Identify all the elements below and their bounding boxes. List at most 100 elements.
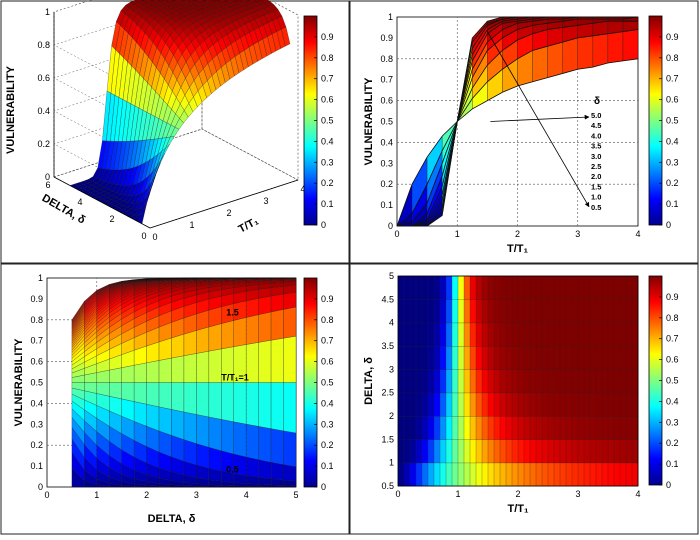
delta-tick-tl: 2	[109, 214, 114, 224]
heatmap-cell	[494, 276, 500, 300]
heatmap-cell	[566, 369, 572, 393]
heatmap-cell	[476, 299, 482, 323]
heatmap-cell	[458, 416, 464, 440]
y-tick-br: 2.5	[381, 388, 394, 398]
band-cell-tr	[548, 42, 563, 78]
y-tick-br: 3	[389, 364, 394, 374]
y-tick-br: 2	[389, 411, 394, 421]
heatmap-cell	[590, 369, 596, 393]
heatmap-cell	[422, 463, 428, 487]
y-tick-br: 1	[389, 458, 394, 468]
heatmap-cell	[500, 323, 506, 347]
heatmap-cell	[470, 369, 476, 393]
area-cell-bl	[196, 351, 208, 382]
heatmap-cell	[578, 393, 584, 417]
y-tick-br: 0.5	[381, 481, 394, 491]
heatmap-cell	[428, 346, 434, 370]
heatmap-cell	[530, 393, 536, 417]
area-cell-bl	[284, 383, 296, 433]
heatmap-cell	[398, 439, 404, 463]
heatmap-cell	[464, 463, 470, 487]
heatmap-cell	[464, 299, 470, 323]
heatmap-cell	[524, 276, 530, 300]
heatmap-cell	[446, 393, 452, 417]
heatmap-cell	[446, 323, 452, 347]
r-tick-tl: 2	[226, 208, 231, 218]
heatmap-cell	[584, 323, 590, 347]
area-cell-bl	[172, 409, 184, 439]
heatmap-cell	[404, 323, 410, 347]
colorbar-tick-label-tl: 0.4	[321, 136, 334, 146]
area-cell-bl	[259, 296, 271, 315]
heatmap-cell	[602, 439, 608, 463]
delta-tick-tl: 4	[77, 197, 82, 207]
colorbar-tick-label-tl: 0.8	[321, 53, 334, 63]
area-cell-bl	[234, 317, 246, 346]
heatmap-cell	[440, 369, 446, 393]
heatmap-cell	[608, 416, 614, 440]
x-tick-bl: 5	[293, 490, 298, 500]
x-tick-tr: 4	[635, 229, 640, 239]
y-tick-tr: 0	[388, 221, 393, 231]
heatmap-cell	[566, 416, 572, 440]
heatmap-cell	[626, 439, 632, 463]
heatmap-cell	[452, 369, 458, 393]
heatmap-cell	[560, 463, 566, 487]
heatmap-cell	[434, 346, 440, 370]
area-cell-bl	[209, 307, 221, 327]
area-cell-bl	[172, 435, 184, 461]
area-cell-bl	[246, 315, 258, 345]
heatmap-cell	[422, 323, 428, 347]
heatmap-cell	[536, 346, 542, 370]
colorbar-tick-label-br: 0.9	[666, 292, 679, 302]
y-tick-bl: 0.2	[30, 440, 43, 450]
x-tick-bl: 4	[244, 490, 249, 500]
colorbar-tick-label-tr: 0.7	[666, 74, 679, 84]
heatmap-cell	[596, 323, 602, 347]
heatmap-cell	[494, 463, 500, 487]
heatmap-cell	[476, 416, 482, 440]
heatmap-cell	[446, 346, 452, 370]
heatmap-cell	[500, 416, 506, 440]
band-cell-tr	[623, 30, 638, 61]
heatmap-cell	[404, 439, 410, 463]
heatmap-cell	[428, 416, 434, 440]
area-cell-bl	[159, 407, 171, 436]
y-tick-br: 4	[389, 318, 394, 328]
heatmap-cell	[512, 369, 518, 393]
heatmap-cell	[530, 299, 536, 323]
colorbar-tick-label-tl: 0.7	[321, 74, 334, 84]
heatmap-cell	[620, 323, 626, 347]
heatmap-cell	[452, 276, 458, 300]
heatmap-cell	[590, 439, 596, 463]
colorbar-tick-label-bl: 0.7	[321, 336, 334, 346]
heatmap-cell	[434, 463, 440, 487]
heatmap-cell	[608, 463, 614, 487]
heatmap-cell	[404, 393, 410, 417]
colorbar-tick-label-tl: 0.6	[321, 95, 334, 105]
heatmap-cell	[398, 299, 404, 323]
heatmap-cell	[470, 323, 476, 347]
colorbar-tick-label-tr: 0	[666, 220, 671, 230]
heatmap-cell	[476, 323, 482, 347]
area-cell-bl	[134, 383, 146, 405]
heatmap-cell	[428, 393, 434, 417]
heatmap-cell	[596, 299, 602, 323]
heatmap-cell	[572, 416, 578, 440]
heatmap-cell	[452, 346, 458, 370]
heatmap-cell	[512, 299, 518, 323]
heatmap-cell	[416, 323, 422, 347]
heatmap-cell	[578, 463, 584, 487]
heatmap-cell	[536, 276, 542, 300]
heatmap-cell	[596, 276, 602, 300]
heatmap-cell	[548, 463, 554, 487]
area-cell-bl	[172, 356, 184, 383]
heatmap-cell	[602, 416, 608, 440]
heatmap-cell	[596, 439, 602, 463]
heatmap-cell	[398, 346, 404, 370]
heatmap-cell	[416, 369, 422, 393]
heatmap-cell	[536, 393, 542, 417]
heatmap-cell	[506, 393, 512, 417]
